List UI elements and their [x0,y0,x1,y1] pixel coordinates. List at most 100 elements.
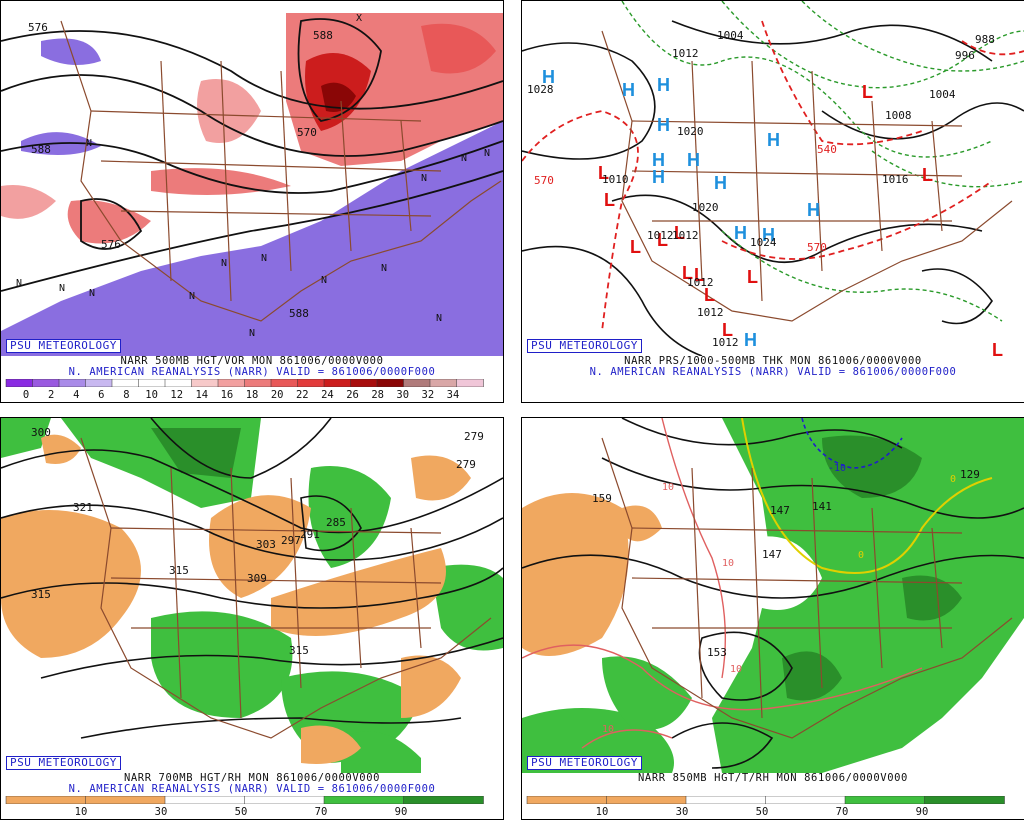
map-850mb: 159 147 141 147 153 129 -10 10 10 0 10 1… [522,418,1024,773]
contour-label: 570 [297,126,317,139]
svg-text:L: L [862,82,873,102]
colorbar-swatch [526,796,608,804]
svg-text:321: 321 [73,501,93,514]
colorbar-swatch [606,796,687,804]
contour-labels: 300 279 279 321 315 315 303 297 291 285 … [31,426,484,657]
svg-text:1020: 1020 [692,201,719,214]
svg-text:1012: 1012 [672,229,699,242]
colorbar-tick-label: 34 [446,389,460,401]
colorbar-tick-label: 10 [74,806,88,818]
svg-text:N: N [436,313,442,324]
colorbar-swatch [191,379,219,387]
rh-dry-region [401,655,461,718]
svg-text:N: N [249,328,255,339]
svg-text:315: 315 [169,564,189,577]
svg-text:291: 291 [300,528,320,541]
svg-text:300: 300 [31,426,51,439]
svg-text:279: 279 [456,458,476,471]
svg-text:10: 10 [722,558,734,569]
colorbar-swatch [164,379,193,387]
svg-text:10: 10 [602,724,614,735]
colorbar-swatch [244,379,272,387]
svg-text:L: L [630,237,641,257]
svg-text:285: 285 [326,516,346,529]
svg-text:L: L [694,265,705,285]
map-700mb: 300 279 279 321 315 315 303 297 291 285 … [1,418,503,773]
high-pressure-symbol: H [542,67,555,87]
thickness-green [621,1,1024,322]
thickness-labels: 570 540 570 [534,143,837,254]
svg-text:N: N [421,173,427,184]
svg-text:L: L [704,285,715,305]
height-contours [522,418,1024,769]
svg-text:0: 0 [858,550,864,561]
colorbar-tick-label: 10 [595,806,609,818]
svg-text:540: 540 [817,143,837,156]
svg-text:N: N [16,278,22,289]
state-borders [60,20,502,322]
rh-dry-region [411,455,471,501]
rh-moist-region [308,466,391,568]
svg-text:1010: 1010 [602,173,629,186]
colorbar-tick-label: 32 [421,389,435,401]
rh-very-moist-region [151,428,241,478]
height-contours [1,18,503,292]
colorbar-swatch [244,796,325,804]
panel-700mb-rh: 300 279 279 321 315 315 303 297 291 285 … [0,417,504,820]
colorbar-swatch [85,796,166,804]
colorbar-tick-label: 50 [755,806,769,818]
rh-colorbar [526,796,1005,804]
svg-text:0: 0 [950,474,956,485]
svg-text:129: 129 [960,468,980,481]
colorbar-swatch [138,379,166,387]
colorbar-swatch [403,796,484,804]
svg-text:1012: 1012 [712,336,739,349]
svg-text:H: H [807,200,820,220]
colorbar-swatch [844,796,926,804]
colorbar-tick-label: 10 [145,389,158,401]
height-contours [1,418,503,739]
colorbar-tick-label: 20 [270,389,284,401]
colorbar-swatch [5,379,34,387]
colorbar-tick-label: 16 [220,389,234,401]
temperature-isotherms [522,418,923,749]
freezing-isotherm [741,418,993,574]
colorbar-swatch [297,379,325,387]
colorbar-swatch [403,379,431,387]
rh-moist-region [602,656,692,730]
contour-label: 588 [313,29,333,42]
colorbar-swatch [164,796,246,804]
svg-text:N: N [86,138,92,149]
colorbar-tick-label: 70 [314,806,328,818]
rh-dry-region [271,548,446,636]
svg-text:H: H [622,80,635,100]
svg-text:315: 315 [31,588,51,601]
svg-text:H: H [657,75,670,95]
rh-very-moist-region [902,575,962,621]
svg-text:X: X [356,13,362,24]
colorbar-tick-label: 18 [245,389,259,401]
svg-text:N: N [59,283,65,294]
svg-text:1012: 1012 [697,306,724,319]
colorbar-swatch [217,379,246,387]
isobar-labels: 1028 1012 1004 996 988 1004 1008 1020 10… [527,29,995,349]
colorbar-swatch [111,379,140,387]
colorbar-tick-label: 90 [915,806,929,818]
svg-text:H: H [714,173,727,193]
panel-850mb-t-rh: 159 147 141 147 153 129 -10 10 10 0 10 1… [521,417,1024,820]
rh-moist-region [341,731,421,773]
svg-text:1020: 1020 [677,125,704,138]
svg-text:147: 147 [762,548,782,561]
rh-moist-region [151,611,293,718]
vort-positive-core [321,82,356,112]
svg-text:1028: 1028 [527,83,554,96]
svg-text:N: N [381,263,387,274]
svg-text:L: L [747,267,758,287]
colorbar-swatch [350,379,378,387]
cold-isotherm [801,418,903,469]
vort-positive-blob [197,79,261,143]
colorbar-swatch [85,379,113,387]
